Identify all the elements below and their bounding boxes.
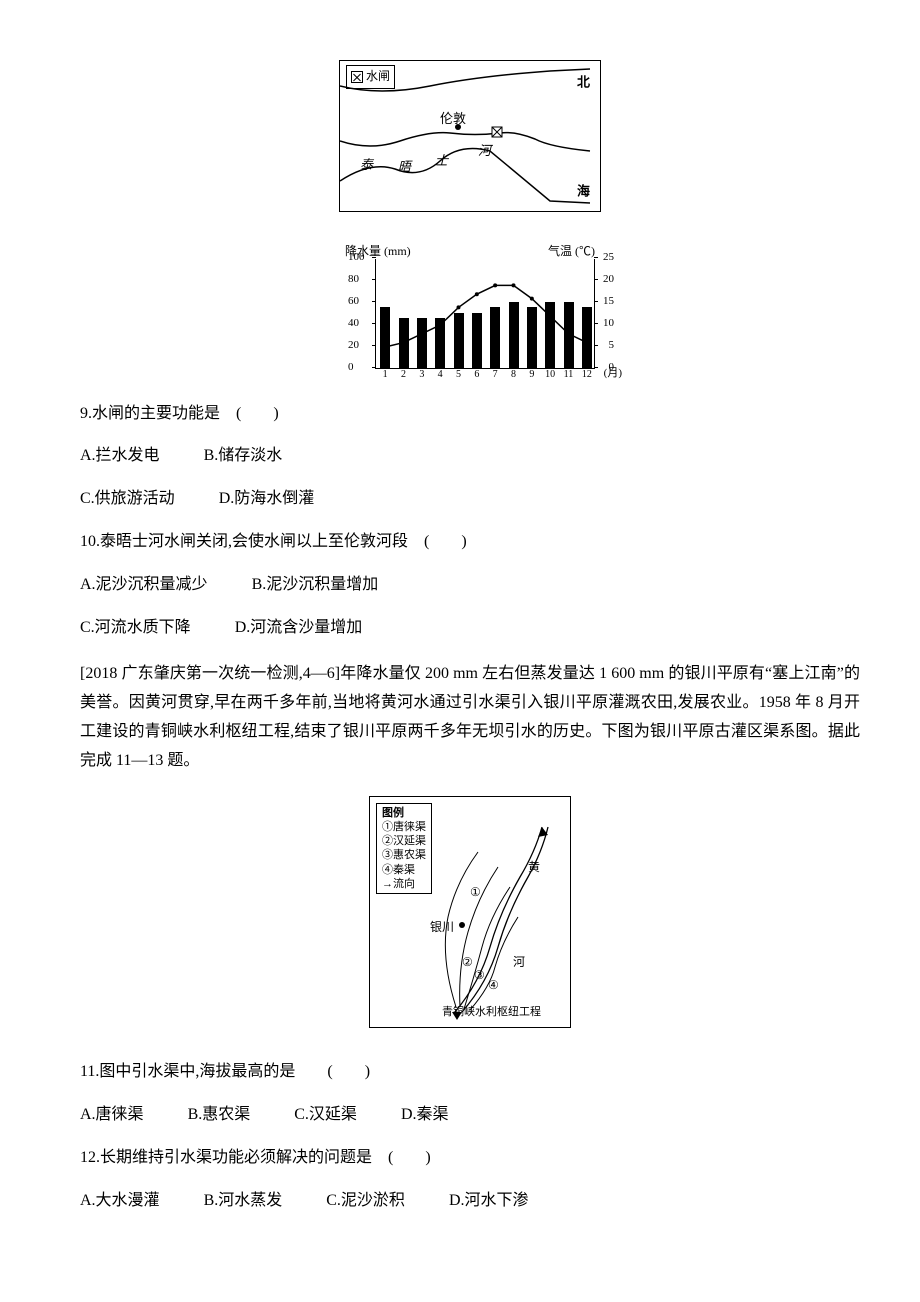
map2-svg bbox=[370, 797, 570, 1027]
q10-opt-a: A.泥沙沉积量减少 bbox=[80, 571, 208, 600]
map1-svg bbox=[340, 61, 600, 211]
thames-map: 水闸 北 海 伦敦 泰 晤 士 河 bbox=[339, 60, 601, 212]
q12-stem: 12.长期维持引水渠功能必须解决的问题是 ( ) bbox=[80, 1144, 860, 1173]
river-label-1: 泰 bbox=[360, 153, 373, 176]
q10-options-row1: A.泥沙沉积量减少 B.泥沙沉积量增加 bbox=[80, 571, 860, 600]
question-11: 11.图中引水渠中,海拔最高的是 ( ) bbox=[80, 1058, 860, 1087]
q9-options-row1: A.拦水发电 B.储存淡水 bbox=[80, 442, 860, 471]
q9-options-row2: C.供旅游活动 D.防海水倒灌 bbox=[80, 485, 860, 514]
river-label-4: 河 bbox=[478, 139, 491, 162]
passage-2: [2018 广东肇庆第一次统一检测,4—6]年降水量仅 200 mm 左右但蒸发… bbox=[80, 660, 860, 775]
canal-4-label: ④ bbox=[488, 975, 499, 997]
q10-opt-b: B.泥沙沉积量增加 bbox=[252, 571, 379, 600]
q11-opt-d: D.秦渠 bbox=[401, 1101, 449, 1130]
canal-3-label: ③ bbox=[474, 965, 485, 987]
question-12: 12.长期维持引水渠功能必须解决的问题是 ( ) bbox=[80, 1144, 860, 1173]
q9-opt-c: C.供旅游活动 bbox=[80, 485, 175, 514]
thames-map-figure: 水闸 北 海 伦敦 泰 晤 士 河 bbox=[80, 60, 860, 223]
q11-stem: 11.图中引水渠中,海拔最高的是 ( ) bbox=[80, 1058, 860, 1087]
river-b-label: 河 bbox=[513, 952, 525, 974]
river-label-3: 士 bbox=[435, 149, 448, 172]
q12-opt-a: A.大水漫灌 bbox=[80, 1187, 160, 1216]
q11-opt-b: B.惠农渠 bbox=[188, 1101, 251, 1130]
q12-opt-c: C.泥沙淤积 bbox=[326, 1187, 405, 1216]
q10-stem: 10.泰晤士河水闸关闭,会使水闸以上至伦敦河段 ( ) bbox=[80, 528, 860, 557]
project-label: 青铜峡水利枢纽工程 bbox=[442, 1003, 541, 1023]
yinchuan-label: 银川 bbox=[430, 917, 454, 939]
q9-opt-a: A.拦水发电 bbox=[80, 442, 160, 471]
q12-opt-d: D.河水下渗 bbox=[449, 1187, 529, 1216]
question-9: 9.水闸的主要功能是 ( ) bbox=[80, 400, 860, 429]
climate-chart: 降水量 (mm) 气温 (℃) 020406080100051015202512… bbox=[345, 259, 595, 369]
river-label-2: 晤 bbox=[398, 155, 411, 178]
q11-opt-c: C.汉延渠 bbox=[294, 1101, 357, 1130]
river-a-label: 黄 bbox=[528, 857, 540, 879]
yinchuan-map: 图例 ①唐徕渠 ②汉延渠 ③惠农渠 ④秦渠 →流向 黄 河 银川 ① ② bbox=[369, 796, 571, 1028]
canal-2-label: ② bbox=[462, 952, 473, 974]
yinchuan-map-figure: 图例 ①唐徕渠 ②汉延渠 ③惠农渠 ④秦渠 →流向 黄 河 银川 ① ② bbox=[80, 796, 860, 1039]
q9-stem: 9.水闸的主要功能是 ( ) bbox=[80, 400, 860, 429]
question-10: 10.泰晤士河水闸关闭,会使水闸以上至伦敦河段 ( ) bbox=[80, 528, 860, 557]
q11-options: A.唐徕渠 B.惠农渠 C.汉延渠 D.秦渠 bbox=[80, 1101, 860, 1130]
q10-opt-c: C.河流水质下降 bbox=[80, 614, 191, 643]
q12-options: A.大水漫灌 B.河水蒸发 C.泥沙淤积 D.河水下渗 bbox=[80, 1187, 860, 1216]
climate-figure: 降水量 (mm) 气温 (℃) 020406080100051015202512… bbox=[80, 243, 860, 380]
q10-opt-d: D.河流含沙量增加 bbox=[235, 614, 363, 643]
q9-opt-b: B.储存淡水 bbox=[204, 442, 283, 471]
q10-options-row2: C.河流水质下降 D.河流含沙量增加 bbox=[80, 614, 860, 643]
canal-1-label: ① bbox=[470, 882, 481, 904]
q11-opt-a: A.唐徕渠 bbox=[80, 1101, 144, 1130]
q12-opt-b: B.河水蒸发 bbox=[204, 1187, 283, 1216]
q9-opt-d: D.防海水倒灌 bbox=[219, 485, 315, 514]
london-label: 伦敦 bbox=[440, 107, 466, 130]
